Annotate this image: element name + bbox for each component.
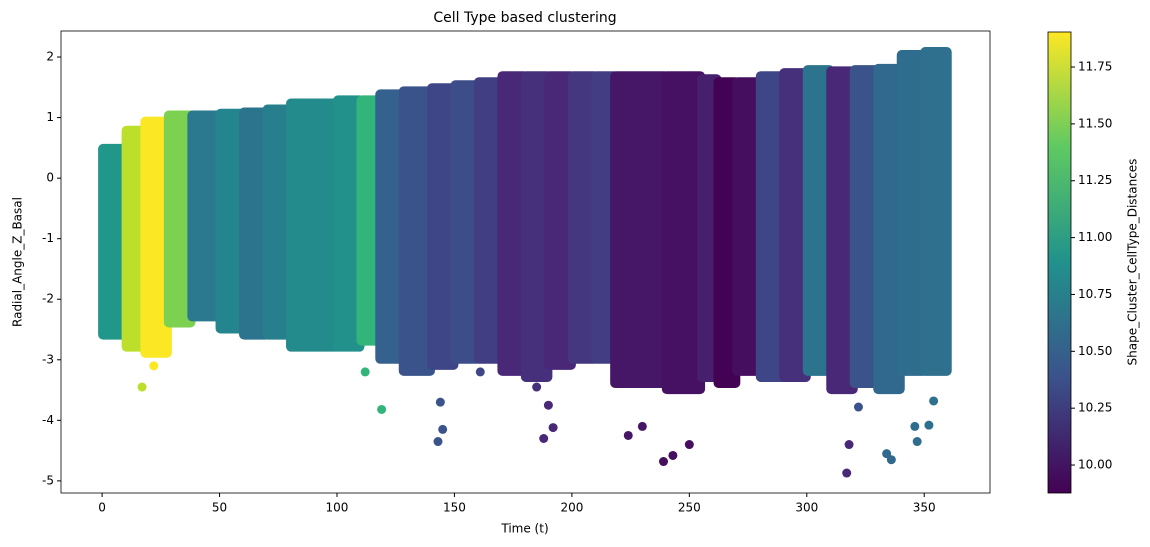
point xyxy=(886,455,896,465)
point xyxy=(623,430,633,440)
chart-title: Cell Type based clustering xyxy=(433,10,616,26)
point xyxy=(924,420,934,430)
point-band xyxy=(661,71,706,395)
axes-frame xyxy=(60,30,991,494)
colorbar-tick-label: 10.75 xyxy=(1078,287,1112,301)
colorbar-tick-label: 10.50 xyxy=(1078,344,1112,358)
colorbar xyxy=(1047,31,1072,494)
colorbar-tick-label: 10.25 xyxy=(1078,401,1112,415)
y-tick-label: 2 xyxy=(46,50,54,64)
x-tick-label: 0 xyxy=(98,501,106,515)
x-tick-label: 350 xyxy=(913,501,936,515)
point xyxy=(433,437,443,447)
point xyxy=(543,400,553,410)
x-tick-label: 100 xyxy=(326,501,349,515)
colorbar-tick-label: 10.00 xyxy=(1078,458,1112,472)
y-tick-label: -5 xyxy=(42,473,54,487)
y-tick-label: 1 xyxy=(46,110,54,124)
point xyxy=(475,367,485,377)
y-tick-label: -3 xyxy=(42,352,54,366)
y-tick-label: -4 xyxy=(42,413,54,427)
colorbar-tick-label: 11.25 xyxy=(1078,173,1112,187)
point xyxy=(532,382,542,392)
point xyxy=(137,382,147,392)
y-tick-label: 0 xyxy=(46,171,54,185)
point xyxy=(149,361,159,371)
plot-area xyxy=(98,46,952,478)
point xyxy=(360,367,370,377)
colorbar-tick-label: 11.75 xyxy=(1078,60,1112,74)
point xyxy=(539,434,549,444)
colorbar-label: Shape_Cluster_CellType_Distances xyxy=(1126,159,1140,366)
y-axis-label: Radial_Angle_Z_Basal xyxy=(11,197,25,327)
point-band xyxy=(920,46,952,376)
x-tick-label: 150 xyxy=(443,501,466,515)
point xyxy=(929,396,939,406)
point xyxy=(438,424,448,434)
x-tick-label: 300 xyxy=(795,501,818,515)
point xyxy=(844,440,854,450)
x-axis-label: Time (t) xyxy=(500,522,548,536)
point-band xyxy=(398,86,435,376)
x-tick-label: 250 xyxy=(678,501,701,515)
point xyxy=(882,449,892,459)
point xyxy=(377,404,387,414)
point xyxy=(435,397,445,407)
y-tick-label: -2 xyxy=(42,292,54,306)
point xyxy=(684,440,694,450)
point xyxy=(637,421,647,431)
point xyxy=(910,421,920,431)
point-band xyxy=(286,98,341,352)
point xyxy=(658,457,668,467)
point xyxy=(853,402,863,412)
colorbar-tick-label: 11.50 xyxy=(1078,116,1112,130)
point-band xyxy=(187,110,224,322)
point-band xyxy=(610,71,670,389)
point xyxy=(548,423,558,433)
point xyxy=(912,437,922,447)
x-tick-label: 50 xyxy=(212,501,227,515)
point xyxy=(842,468,852,478)
colorbar-tick-label: 11.00 xyxy=(1078,230,1112,244)
point xyxy=(668,450,678,460)
y-tick-label: -1 xyxy=(42,231,54,245)
x-tick-label: 200 xyxy=(560,501,583,515)
